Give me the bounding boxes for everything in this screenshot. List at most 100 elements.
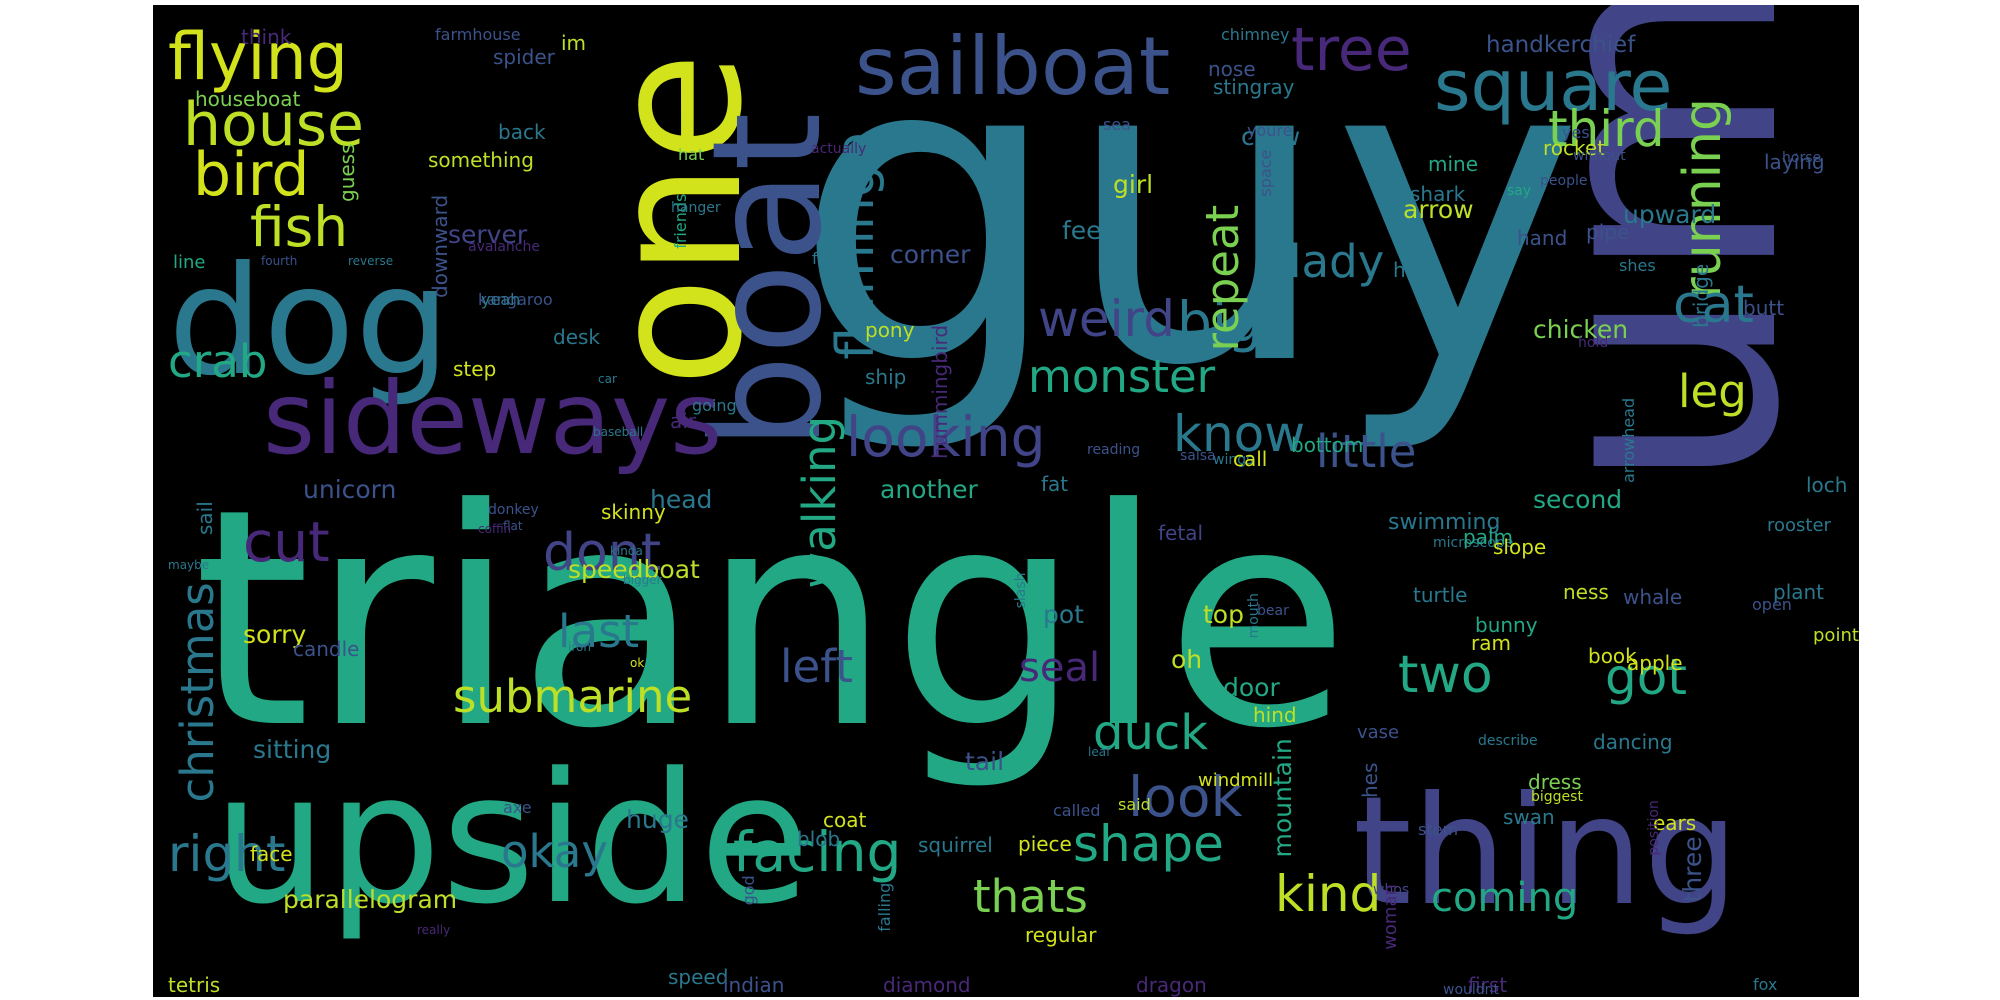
word-axe: axe [503, 798, 532, 817]
word-server: server [448, 220, 528, 249]
word-turtle: turtle [1413, 583, 1467, 607]
word-speed: speed [668, 965, 728, 989]
word-house: house [183, 90, 364, 160]
word-ram: ram [1471, 631, 1511, 655]
word-crow: crow [1241, 122, 1300, 151]
word-top: top [1203, 600, 1244, 629]
word-kind: kind [1275, 865, 1381, 923]
word-windmill: windmill [1198, 770, 1273, 791]
word-chicken: chicken [1533, 315, 1628, 344]
word-half: half [1393, 258, 1431, 282]
word-flat: flat [503, 519, 523, 533]
word-bunny: bunny [1475, 613, 1538, 637]
word-donkey: donkey [488, 502, 539, 518]
word-friends: friends [671, 194, 690, 249]
word-hand: hand [1517, 226, 1567, 250]
word-horse: horse [1782, 150, 1821, 166]
word-mine: mine [1428, 152, 1478, 176]
word-sailboat: sailboat [855, 20, 1170, 113]
word-arrow: arrow [1403, 195, 1474, 224]
word-hummingbird: hummingbird [928, 325, 952, 459]
word-leaf: leaf [1088, 745, 1111, 759]
word-hes: hes [1358, 763, 1382, 798]
word-houseboat: houseboat [195, 87, 301, 111]
word-got: got [1605, 648, 1687, 706]
word-four: four [812, 249, 845, 268]
word-tetris: tetris [168, 973, 220, 997]
word-looking: looking [846, 405, 1045, 469]
word-describe: describe [1478, 733, 1538, 749]
word-triangle: triangle [193, 445, 1350, 794]
word-air: air [670, 409, 697, 433]
word-running: running [1673, 98, 1733, 299]
word-open: open [1752, 595, 1792, 614]
word-first: first [1468, 973, 1507, 997]
word-hind: hind [1253, 703, 1297, 727]
word-slash: slash [1013, 572, 1029, 608]
word-ness: ness [1563, 580, 1609, 604]
word-downward: downward [428, 195, 452, 298]
word-step: step [453, 357, 496, 381]
word-actually: actually [811, 141, 866, 157]
word-baseball: baseball [593, 425, 643, 439]
word-car: car [598, 372, 617, 386]
word-pot: pot [1043, 600, 1084, 629]
word-sea: sea [1103, 115, 1131, 134]
word-hold: hold [1578, 335, 1608, 351]
word-something: something [428, 148, 534, 172]
word-without: without [1573, 148, 1626, 164]
word-coat: coat [823, 808, 866, 832]
word-upside: upside [213, 735, 810, 944]
word-facing: facing [733, 820, 901, 884]
word-sorry: sorry [243, 620, 306, 649]
word-swimming: swimming [1388, 510, 1500, 535]
word-crab: crab [168, 335, 267, 388]
word-desk: desk [553, 325, 600, 349]
word-bear: bear [1257, 603, 1289, 619]
word-boat: boat [681, 112, 855, 450]
word-tail: tail [965, 747, 1004, 776]
word-dress: dress [1528, 770, 1582, 794]
word-coffin: coffin [478, 522, 511, 536]
word-god: god [739, 875, 758, 905]
word-feet: feet [1062, 216, 1112, 245]
word-know: know [1173, 405, 1305, 463]
word-piece: piece [1018, 832, 1072, 856]
word-huge: huge [626, 805, 689, 834]
word-one: one [573, 52, 782, 387]
word-dragon: dragon [1136, 973, 1207, 997]
word-farmhouse: farmhouse [435, 25, 521, 44]
word-salsa: salsa [1180, 448, 1216, 464]
word-microscope: microscope [1433, 535, 1513, 551]
word-position: position [1646, 800, 1662, 855]
word-shark: shark [1410, 182, 1466, 206]
word-weird: weird [1038, 290, 1175, 348]
word-maybe: maybe [168, 558, 209, 572]
word-think: think [241, 25, 292, 49]
word-pipe: pipe [1586, 220, 1629, 244]
word-face: face [250, 842, 293, 866]
word-fetal: fetal [1158, 521, 1203, 545]
word-speedboat: speedboat [568, 555, 700, 584]
word-cloud: guy triangle um upside one thing dog boat sidewa… [153, 5, 1859, 997]
word-rooster: rooster [1767, 515, 1832, 536]
word-woman: woman [1380, 884, 1401, 950]
word-two: two [1398, 645, 1493, 705]
word-wings: wings [1213, 452, 1253, 468]
word-squirrel: squirrel [918, 833, 993, 857]
word-repeat: repeat [1196, 205, 1249, 352]
word-candle: candle [293, 637, 359, 661]
word-walking: walking [793, 416, 846, 589]
word-indian: indian [723, 973, 784, 997]
word-sitting: sitting [253, 735, 331, 764]
word-swan: swan [1503, 805, 1555, 829]
word-hanger: hanger [671, 200, 721, 216]
word-blob: blob [797, 827, 840, 851]
word-look: look [1128, 765, 1243, 829]
word-flying: flying [168, 20, 348, 95]
word-dancing: dancing [1593, 730, 1673, 754]
word-upward: upward [1623, 200, 1716, 229]
word-okay: okay [501, 825, 608, 878]
word-pony: pony [865, 318, 915, 342]
word-leg: leg [1678, 365, 1747, 418]
